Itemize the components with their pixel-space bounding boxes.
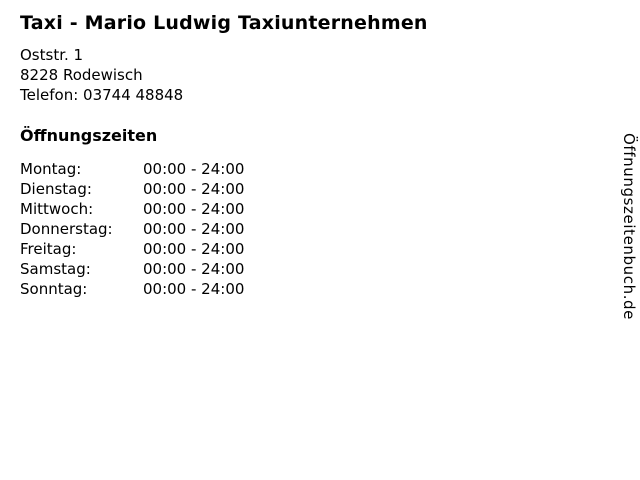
opening-hours-row-saturday: Samstag: 00:00 - 24:00 [20, 259, 620, 279]
opening-hours-row-monday: Montag: 00:00 - 24:00 [20, 159, 620, 179]
address-city: 8228 Rodewisch [20, 66, 143, 84]
address-street: Oststr. 1 [20, 46, 84, 64]
time-value: 00:00 - 24:00 [143, 280, 245, 298]
address-block: Oststr. 1 8228 Rodewisch Telefon: 03744 … [20, 45, 620, 105]
opening-hours-heading: Öffnungszeiten [20, 126, 158, 145]
phone-line: Telefon: 03744 48848 [20, 86, 184, 104]
time-value: 00:00 - 24:00 [143, 160, 245, 178]
opening-hours-table: Montag: 00:00 - 24:00 Dienstag: 00:00 - … [20, 159, 620, 299]
time-value: 00:00 - 24:00 [143, 240, 245, 258]
day-label: Samstag: [20, 260, 91, 278]
day-label: Mittwoch: [20, 200, 94, 218]
time-value: 00:00 - 24:00 [143, 220, 245, 238]
time-value: 00:00 - 24:00 [143, 180, 245, 198]
day-label: Donnerstag: [20, 220, 113, 238]
time-value: 00:00 - 24:00 [143, 200, 245, 218]
opening-hours-row-thursday: Donnerstag: 00:00 - 24:00 [20, 219, 620, 239]
opening-hours-row-sunday: Sonntag: 00:00 - 24:00 [20, 279, 620, 299]
opening-hours-row-friday: Freitag: 00:00 - 24:00 [20, 239, 620, 259]
day-label: Dienstag: [20, 180, 92, 198]
day-label: Freitag: [20, 240, 77, 258]
time-value: 00:00 - 24:00 [143, 260, 245, 278]
vertical-branding-label: Öffnungszeitenbuch.de [620, 133, 638, 321]
opening-hours-row-tuesday: Dienstag: 00:00 - 24:00 [20, 179, 620, 199]
day-label: Montag: [20, 160, 82, 178]
opening-hours-row-wednesday: Mittwoch: 00:00 - 24:00 [20, 199, 620, 219]
page-title: Taxi - Mario Ludwig Taxiunternehmen [20, 12, 428, 34]
day-label: Sonntag: [20, 280, 88, 298]
